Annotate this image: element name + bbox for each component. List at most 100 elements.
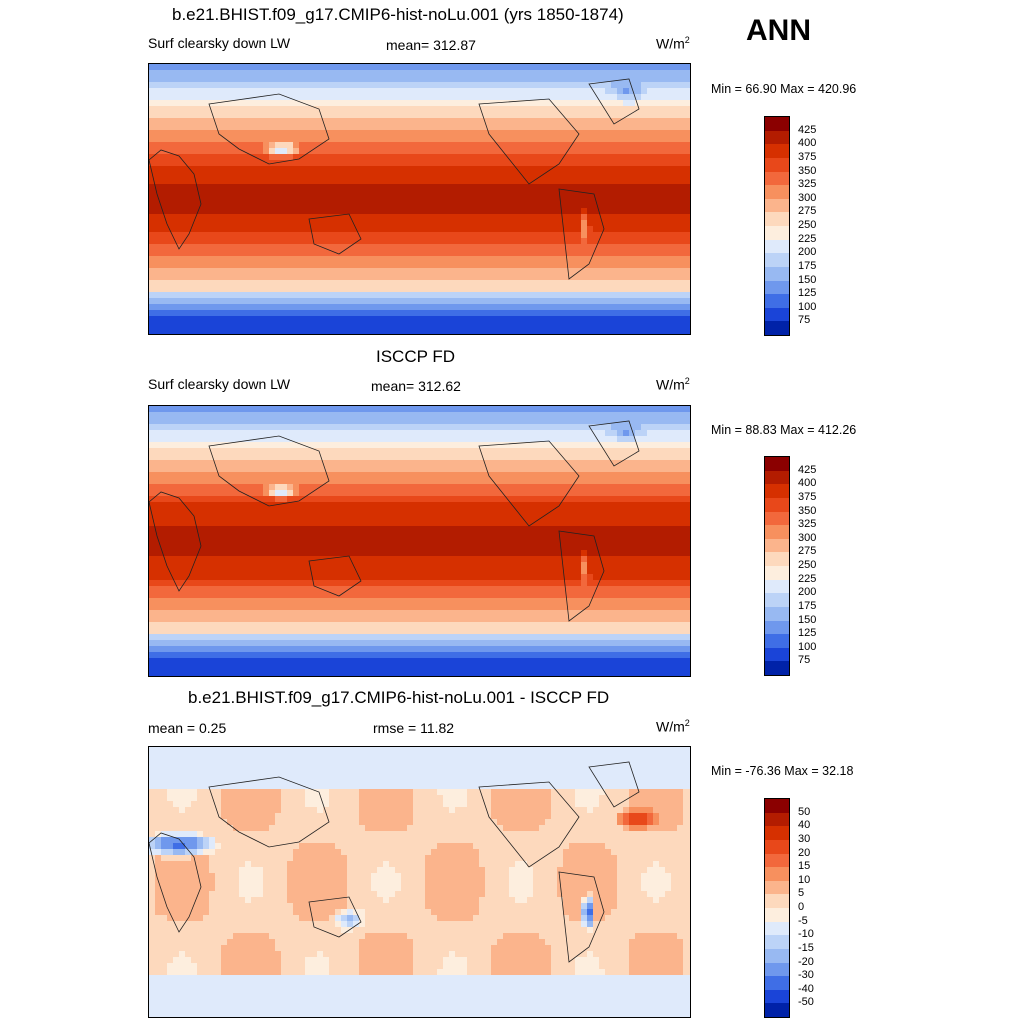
colorbar-swatch (765, 525, 789, 539)
colorbar-swatches (764, 456, 790, 676)
colorbar-tick-label: 400 (798, 137, 817, 150)
colorbar-tick-label: 350 (798, 164, 817, 177)
colorbar-swatch (765, 620, 789, 635)
panel-3-mean-label: mean = 0.25 (148, 720, 227, 736)
colorbar-swatch (765, 894, 789, 908)
panel-1-map (148, 63, 691, 335)
colorbar-swatch (765, 826, 789, 840)
panel-1-map-field (149, 64, 690, 334)
colorbar-tick-label: -50 (798, 996, 814, 1009)
colorbar-tick-label: 325 (798, 178, 817, 191)
colorbar-tick-label: 200 (798, 246, 817, 259)
panel-3-rmse-label: rmse = 11.82 (373, 720, 455, 736)
colorbar-swatch (765, 226, 789, 240)
colorbar-tick-label: 325 (798, 518, 817, 531)
colorbar-swatch (765, 239, 789, 254)
colorbar-swatch (765, 117, 789, 131)
colorbar-swatch (765, 511, 789, 526)
colorbar-tick-label: 75 (798, 654, 811, 667)
colorbar-swatch (765, 634, 789, 648)
colorbar-tick-label: -5 (798, 914, 808, 927)
colorbar-tick-label: 350 (798, 504, 817, 517)
colorbar-tick-label: 100 (798, 300, 817, 313)
colorbar-swatch (765, 484, 789, 498)
colorbar-tick-label: 75 (798, 314, 811, 327)
colorbar-swatch (765, 212, 789, 226)
colorbar-swatch (765, 661, 789, 675)
colorbar-swatch (765, 867, 789, 881)
colorbar-tick-label: 50 (798, 805, 811, 818)
colorbar-tick-label: -30 (798, 969, 814, 982)
colorbar-tick-label: 15 (798, 860, 811, 873)
colorbar-swatch (765, 647, 789, 662)
colorbar-tick-label: 425 (798, 463, 817, 476)
colorbar-tick-label: 375 (798, 490, 817, 503)
colorbar-tick-label: 275 (798, 205, 817, 218)
colorbar-swatch (765, 470, 789, 485)
panel-1-mean-label: mean= 312.87 (386, 37, 476, 53)
colorbar-tick-label: 250 (798, 559, 817, 571)
colorbar-swatch (765, 457, 789, 471)
colorbar-tick-label: 175 (798, 599, 817, 612)
colorbar-tick-label: 125 (798, 627, 817, 640)
colorbar-swatch (765, 1003, 789, 1017)
colorbar-tick-label: 0 (798, 901, 805, 913)
panel-2-variable-label: Surf clearsky down LW (148, 376, 291, 392)
colorbar-swatches (764, 116, 790, 336)
colorbar-tick-label: 300 (798, 191, 817, 204)
colorbar-tick-label: 250 (798, 219, 817, 231)
colorbar-swatch (765, 921, 789, 936)
colorbar-swatch (765, 948, 789, 963)
colorbar-tick-label: 100 (798, 640, 817, 653)
colorbar-tick-label: -10 (798, 928, 814, 941)
colorbar-swatch (765, 799, 789, 813)
colorbar-tick-label: 175 (798, 259, 817, 272)
colorbar-tick-label: 275 (798, 545, 817, 558)
colorbar-swatch (765, 294, 789, 308)
panel-3-colorbar: 50 40 30 20 15 10 5 0 -5 -10 -15 -20 -30 -40 -50 (764, 798, 814, 1018)
colorbar-swatch (765, 593, 789, 607)
colorbar-tick-label: 30 (798, 832, 811, 845)
panel-1-title: b.e21.BHIST.f09_g17.CMIP6-hist-noLu.001 … (172, 5, 624, 24)
colorbar-tick-label: 20 (798, 846, 811, 859)
colorbar-swatch (765, 976, 789, 990)
colorbar-tick-label: 40 (798, 819, 811, 832)
colorbar-swatch (765, 321, 789, 335)
colorbar-swatch (765, 266, 789, 281)
panel-2-mean-label: mean= 312.62 (371, 378, 461, 394)
colorbar-tick-label: 225 (798, 232, 817, 245)
panel-2-title: ISCCP FD (376, 347, 456, 366)
colorbar-tick-label: -20 (798, 955, 814, 968)
colorbar-tick-label: 125 (798, 287, 817, 300)
panel-2-colorbar: 425 400 375 350 325 300 275 250 225 200 175 150 125 1… (764, 456, 816, 676)
colorbar-tick-label: -15 (798, 941, 814, 954)
colorbar-swatches (764, 798, 790, 1018)
colorbar-swatch (765, 935, 789, 949)
colorbar-swatch (765, 307, 789, 322)
panel-3-map (148, 746, 691, 1018)
colorbar-tick-label: -40 (798, 982, 814, 995)
colorbar-swatch (765, 253, 789, 267)
panel-1-minmax: Min = 66.90 Max = 420.96 (711, 82, 857, 96)
colorbar-swatch (765, 853, 789, 868)
colorbar-swatch (765, 552, 789, 566)
colorbar-swatch (765, 130, 789, 145)
colorbar-swatch (765, 579, 789, 594)
panel-2-map-field (149, 406, 690, 676)
colorbar-tick-label: 200 (798, 586, 817, 599)
colorbar-swatch (765, 280, 789, 295)
colorbar-tick-label: 375 (798, 150, 817, 163)
colorbar-tick-label: 300 (798, 531, 817, 544)
colorbar-tick-label: 425 (798, 123, 817, 136)
colorbar-swatch (765, 198, 789, 213)
colorbar-swatch (765, 908, 789, 922)
panel-1-units: W/m2 (656, 35, 690, 52)
colorbar-swatch (765, 171, 789, 186)
colorbar-swatch (765, 497, 789, 512)
panel-3-map-field (149, 747, 690, 1017)
panel-1-colorbar: 425 400 375 350 325 300 275 250 225 200 175 150 125 1… (764, 116, 816, 336)
panel-3-units: W/m2 (656, 718, 690, 735)
colorbar-tick-label: 10 (798, 873, 811, 886)
colorbar-swatch (765, 880, 789, 895)
colorbar-swatch (765, 962, 789, 977)
